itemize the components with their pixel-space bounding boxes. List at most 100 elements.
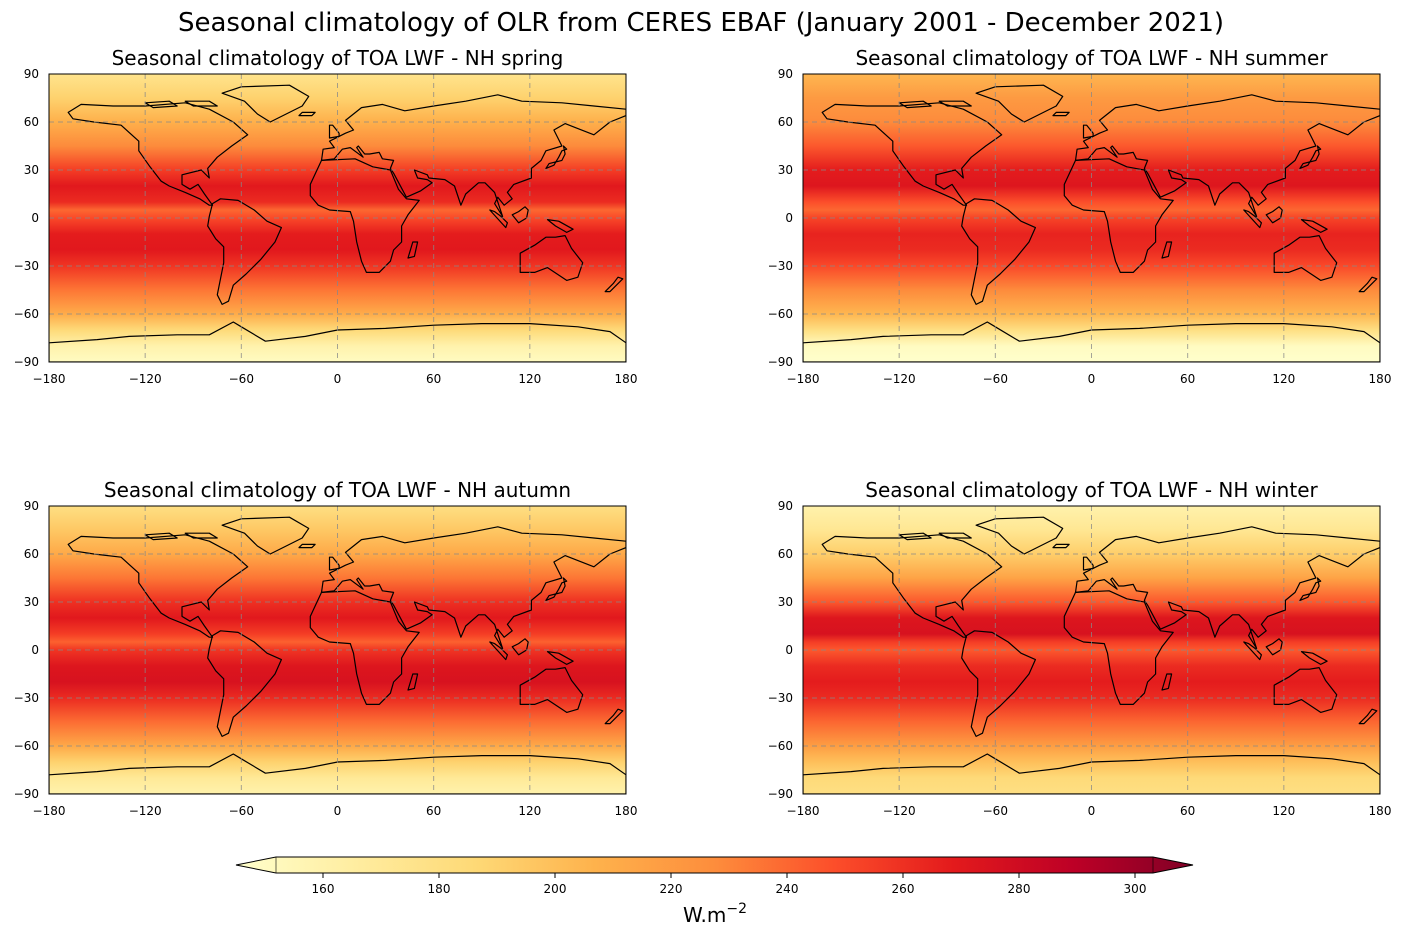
y-tick-label: 30 <box>24 163 39 177</box>
x-tick-label: 60 <box>1180 804 1195 818</box>
coastline <box>298 543 316 549</box>
coastline <box>519 235 584 281</box>
axes-frame <box>48 505 627 795</box>
colorbar-tick-label: 200 <box>544 882 567 896</box>
coastline <box>803 753 1380 794</box>
coastline <box>604 276 624 293</box>
colorbar-tick-label: 280 <box>1008 882 1031 896</box>
coastline <box>1063 158 1174 273</box>
coastline <box>821 534 1003 638</box>
x-tick-label: −120 <box>129 804 162 818</box>
coastline <box>1052 111 1070 117</box>
x-tick-label: 0 <box>1088 372 1096 386</box>
colorbar-label-base: W.m <box>683 903 726 927</box>
coastlines <box>803 516 1380 794</box>
x-tick-label: −60 <box>229 804 254 818</box>
y-tick-label: −90 <box>14 787 39 801</box>
coastlines <box>49 516 626 794</box>
coastline <box>1265 206 1283 224</box>
x-tick-label: −60 <box>229 372 254 386</box>
coastline <box>221 84 310 123</box>
x-tick-label: −180 <box>33 804 66 818</box>
y-tick-label: 30 <box>778 595 793 609</box>
y-tick-label: 90 <box>24 499 39 513</box>
gridlines <box>803 74 1380 362</box>
coastline <box>546 650 574 666</box>
colorbar-ticks: 160 180 200 220 240 260 280 300 <box>312 873 1146 896</box>
coastline <box>1273 666 1338 714</box>
coastline <box>1074 526 1380 650</box>
y-tick-label: −90 <box>768 787 793 801</box>
colorbar-bar <box>235 856 1194 874</box>
y-tick-label: 0 <box>785 211 793 225</box>
coastline <box>1300 650 1328 666</box>
coastline <box>320 94 626 217</box>
coastline <box>221 516 310 555</box>
x-tick-label: −60 <box>983 372 1008 386</box>
coastline <box>938 100 972 107</box>
coastline <box>821 102 1003 206</box>
y-axis: 90 60 30 0 −30 −60 −90 <box>768 499 793 801</box>
x-tick-label: 180 <box>615 804 638 818</box>
colorbar-label-exponent: −2 <box>726 901 747 917</box>
colorbar-tick-label: 160 <box>312 882 335 896</box>
colorbar-tick-label: 220 <box>660 882 683 896</box>
y-tick-label: −30 <box>14 691 39 705</box>
colorbar-tick-label: 240 <box>776 882 799 896</box>
coastline <box>1082 556 1094 571</box>
colorbar: 160 180 200 220 240 260 280 300 W.m−2 <box>235 856 1194 927</box>
coastline <box>545 145 568 169</box>
coastline <box>1300 219 1328 233</box>
coastline <box>407 673 419 691</box>
y-tick-label: 60 <box>778 115 793 129</box>
coastline <box>1299 145 1322 169</box>
coastline <box>1273 235 1338 281</box>
coastline <box>961 198 1037 305</box>
coastline <box>975 84 1064 123</box>
x-axis: −180 −120 −60 0 60 120 180 <box>33 804 638 818</box>
coastline <box>49 753 626 794</box>
coastlines <box>49 84 626 362</box>
coastline <box>975 516 1064 555</box>
coastline <box>49 321 626 362</box>
x-tick-label: 180 <box>1369 804 1392 818</box>
coastline <box>546 219 574 233</box>
y-axis: 90 60 30 0 −30 −60 −90 <box>14 499 39 801</box>
y-tick-label: 30 <box>24 595 39 609</box>
y-tick-label: 60 <box>24 115 39 129</box>
panel-spring: Seasonal climatology of TOA LWF - NH spr… <box>14 46 638 386</box>
coastline <box>898 100 932 109</box>
coastline <box>1358 276 1378 293</box>
y-tick-label: 60 <box>24 547 39 561</box>
coastline <box>1243 641 1263 661</box>
y-tick-label: −90 <box>14 355 39 369</box>
x-tick-label: −120 <box>129 372 162 386</box>
y-tick-label: 60 <box>778 547 793 561</box>
y-tick-label: 90 <box>778 67 793 81</box>
coastline <box>519 666 584 714</box>
coastline <box>1063 590 1174 706</box>
coastline <box>511 638 529 656</box>
coastline <box>67 102 249 206</box>
axes-frame <box>48 73 627 363</box>
x-axis: −180 −120 −60 0 60 120 180 <box>33 372 638 386</box>
x-tick-label: 120 <box>1272 372 1295 386</box>
panel-title: Seasonal climatology of TOA LWF - NH sum… <box>855 46 1328 70</box>
panel-autumn: Seasonal climatology of TOA LWF - NH aut… <box>14 478 638 818</box>
coastline <box>309 590 420 706</box>
coastline <box>1161 241 1173 259</box>
coastline <box>184 100 218 107</box>
coastline <box>489 641 508 661</box>
panel-title: Seasonal climatology of TOA LWF - NH win… <box>865 478 1318 502</box>
x-tick-label: −120 <box>883 804 916 818</box>
coastline <box>938 532 972 539</box>
y-tick-label: −90 <box>768 355 793 369</box>
y-tick-label: −60 <box>14 739 39 753</box>
coastline <box>328 124 340 139</box>
panel-summer: Seasonal climatology of TOA LWF - NH sum… <box>768 46 1392 386</box>
x-tick-label: 60 <box>426 804 441 818</box>
coastline <box>328 556 340 571</box>
axes-frame <box>802 73 1381 363</box>
coastline <box>298 111 316 117</box>
